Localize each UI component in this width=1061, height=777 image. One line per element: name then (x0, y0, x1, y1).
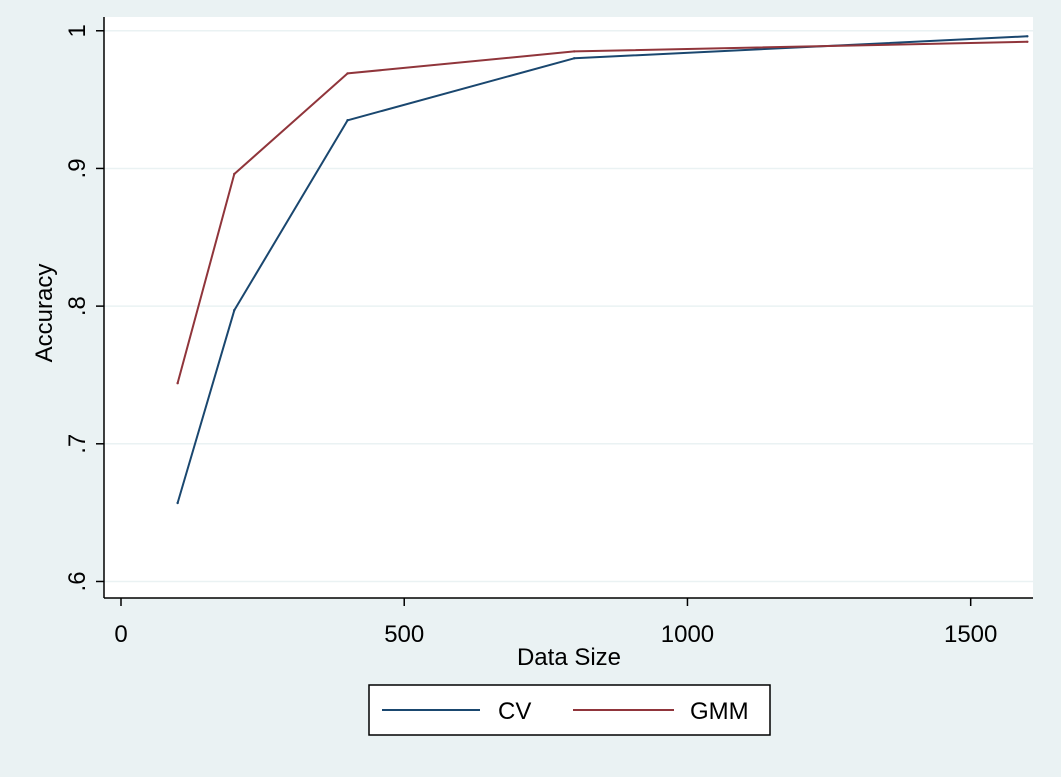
legend-box (368, 684, 771, 736)
data-point-gmm (233, 172, 236, 176)
x-tick-label: 1000 (661, 621, 714, 648)
data-point-gmm (1026, 40, 1029, 43)
y-tick-label: 1 (64, 24, 91, 37)
data-point-cv (1026, 35, 1029, 38)
data-point-cv (233, 309, 236, 312)
plot-area (104, 17, 1033, 598)
y-tick-label: .9 (64, 158, 91, 178)
legend-label-cv: CV (498, 698, 531, 725)
data-point-gmm (572, 50, 576, 53)
data-point-cv (346, 119, 349, 122)
y-tick-label: .6 (64, 571, 91, 591)
legend-label-gmm: GMM (690, 698, 749, 725)
y-tick-label: .7 (64, 434, 91, 454)
data-point-gmm (346, 72, 349, 75)
x-tick-label: 0 (114, 621, 127, 648)
x-tick-label: 1500 (944, 621, 997, 648)
legend: CV GMM (368, 684, 771, 736)
data-point-cv (572, 57, 576, 60)
x-tick-label: 500 (384, 621, 424, 648)
data-point-cv (176, 501, 179, 505)
y-tick-label: .8 (64, 296, 91, 316)
x-axis-label: Data Size (517, 644, 621, 671)
data-point-gmm (176, 382, 179, 385)
y-axis-label: Accuracy (31, 264, 58, 363)
